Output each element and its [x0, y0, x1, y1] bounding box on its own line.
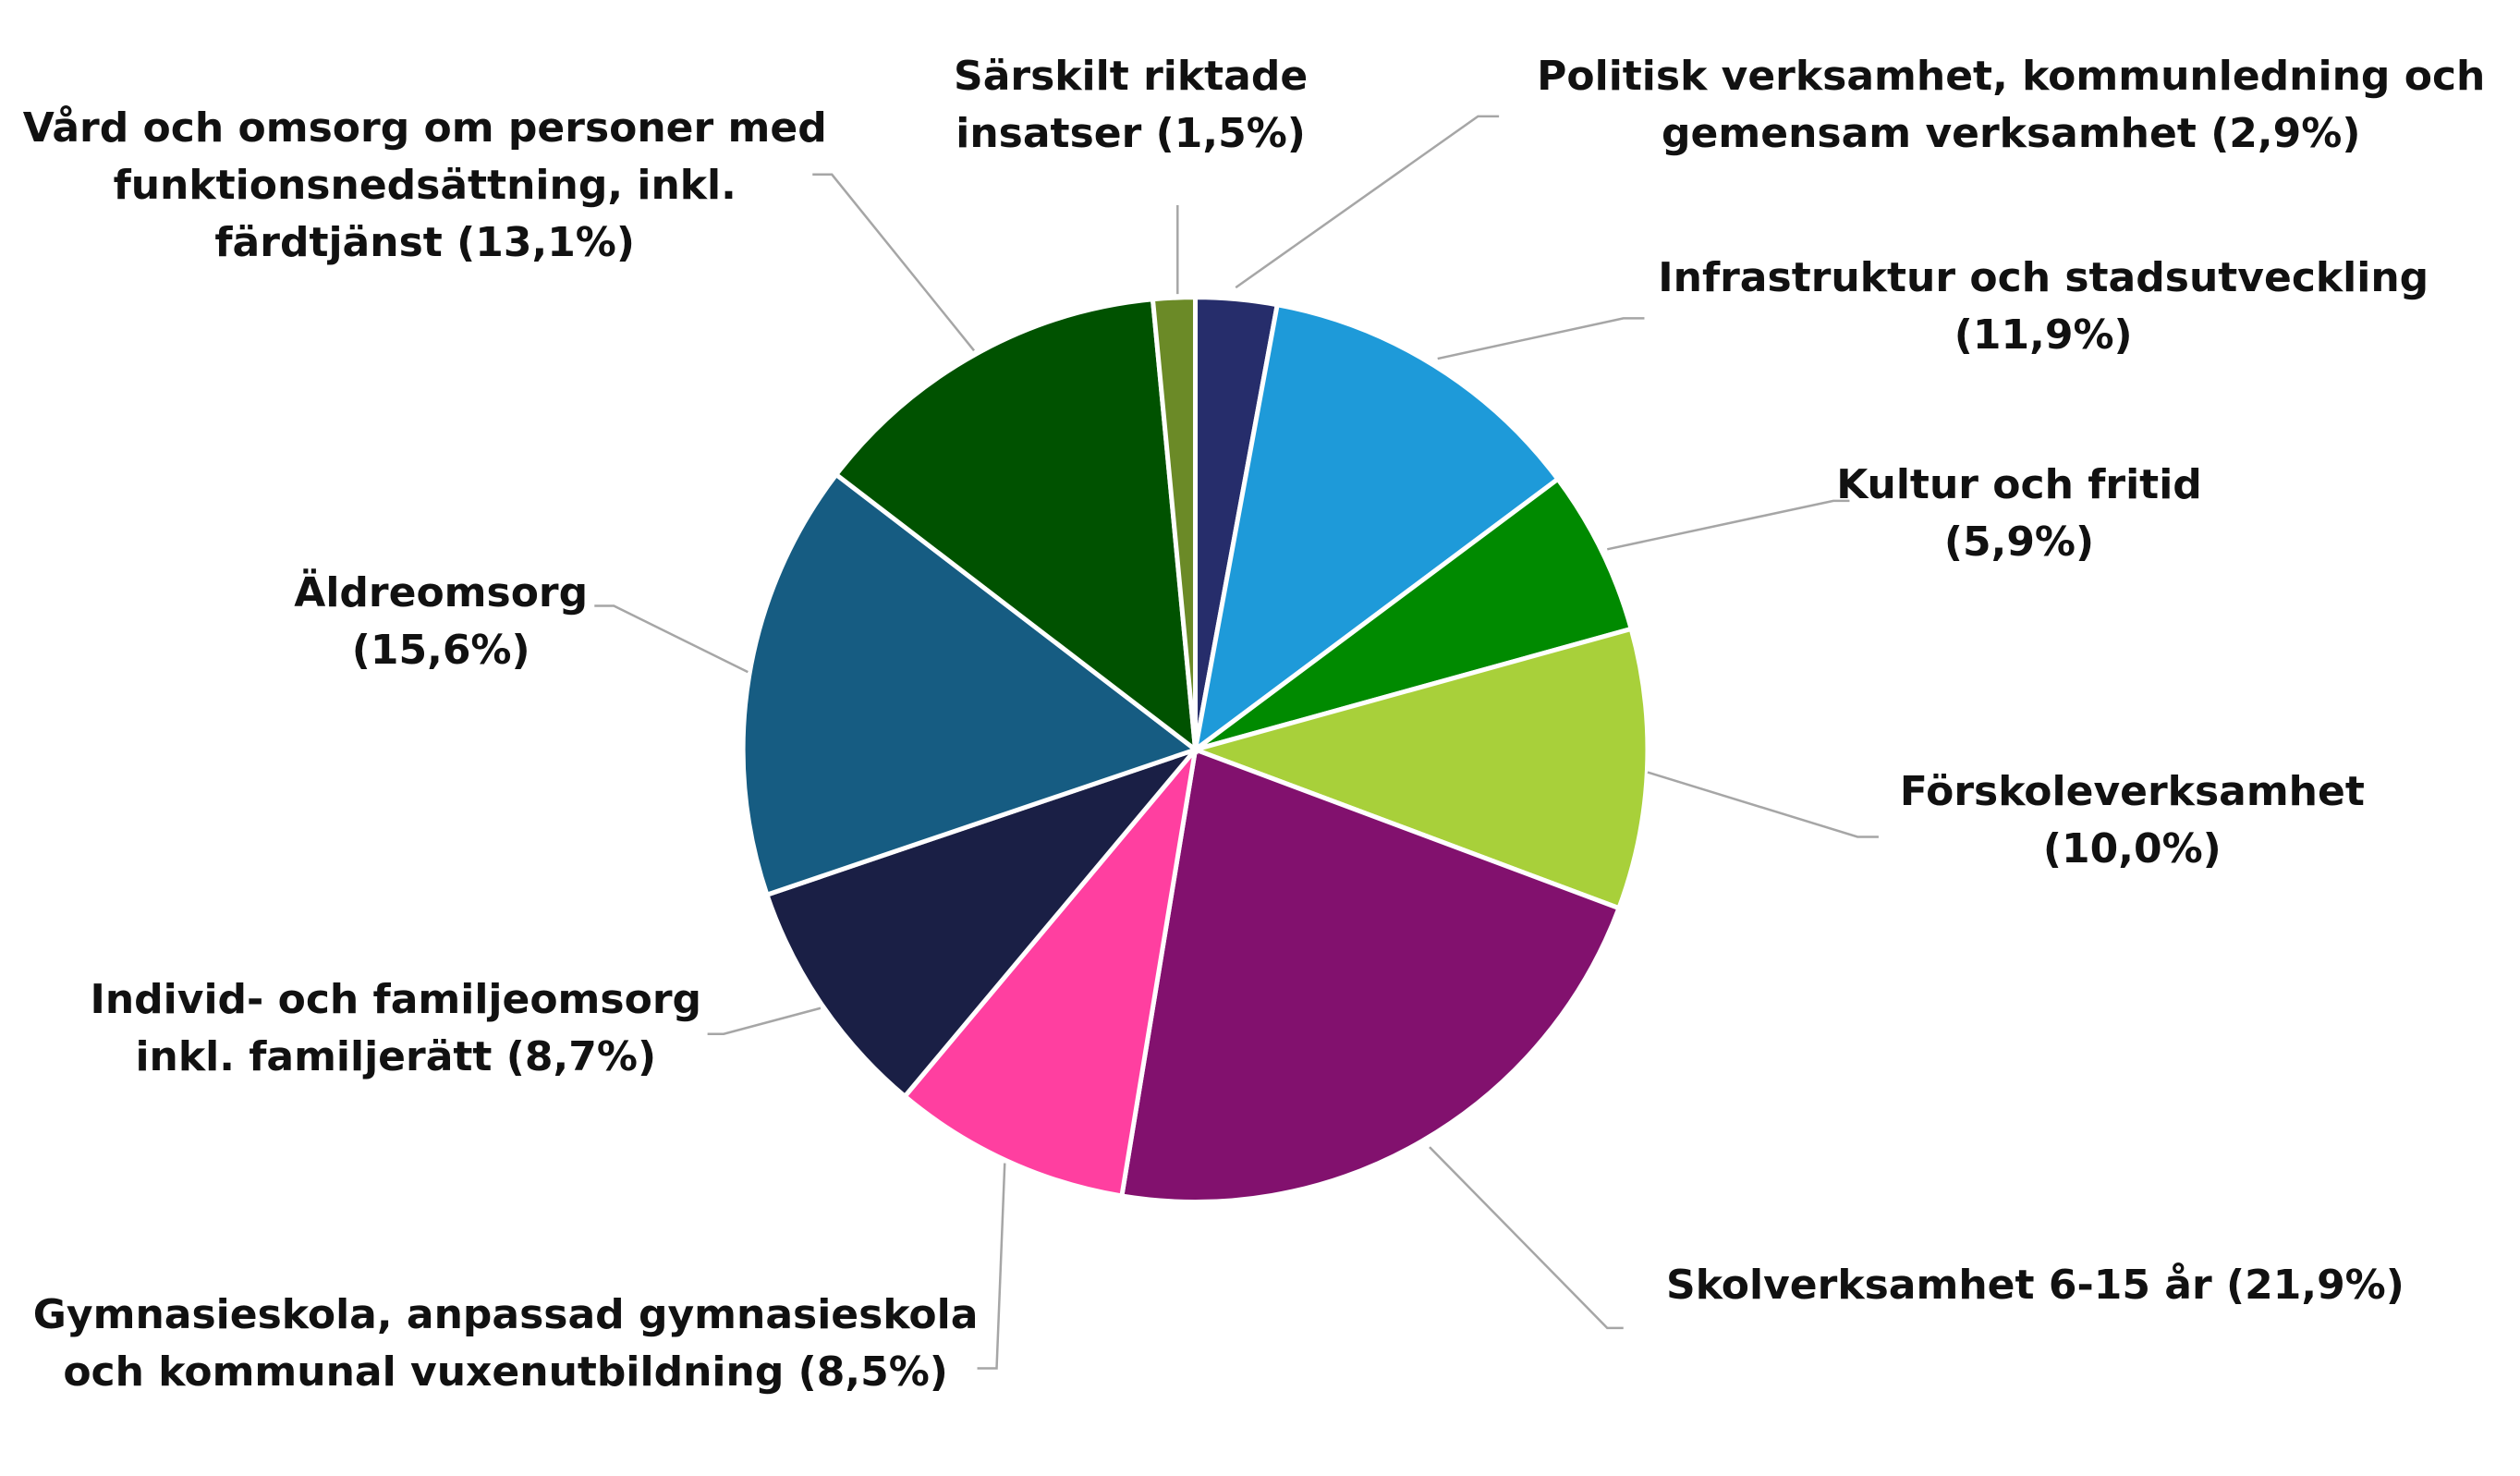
pie-slice — [1150, 295, 1199, 750]
leader-line — [707, 1006, 822, 1035]
leader-line — [977, 1163, 1006, 1370]
value-label: (8,5%) — [797, 1348, 948, 1397]
slice-label: Politisk verksamhet, kommunledning och g… — [1518, 48, 2503, 163]
slice-label: Särskilt riktade insatser (1,5%) — [920, 48, 1340, 163]
leader-line — [812, 173, 976, 352]
value-label: (10,0%) — [2042, 824, 2222, 872]
value-label: (21,9%) — [2226, 1262, 2404, 1310]
category-label: Individ- och familjeomsorg inkl. familje… — [90, 976, 702, 1081]
leader-line — [1235, 115, 1500, 289]
category-label: Kultur och fritid — [1836, 460, 2202, 508]
value-label: (1,5%) — [1155, 109, 1306, 157]
category-label: Äldreomsorg — [294, 568, 589, 616]
category-label: Gymnasieskola, anpassad gymnasieskola oc… — [32, 1291, 979, 1397]
slice-label: Skolverksamhet 6-15 år (21,9%) — [1615, 1257, 2455, 1314]
pie-slice — [1119, 746, 1623, 1204]
pie-slice — [901, 741, 1199, 1199]
value-label: (11,9%) — [1954, 311, 2133, 360]
value-label: (5,9%) — [1943, 518, 2095, 566]
leader-line — [1429, 1146, 1624, 1330]
leader-line — [1606, 499, 1850, 551]
pie-slice — [740, 471, 1200, 898]
category-label: Skolverksamhet 6-15 år — [1666, 1262, 2212, 1310]
slice-label: Kultur och fritid (5,9%) — [1809, 457, 2229, 571]
value-label: (13,1%) — [457, 219, 636, 267]
leader-line — [594, 604, 749, 674]
slice-label: Förskoleverksamhet (10,0%) — [1874, 763, 2391, 878]
value-label: (15,6%) — [351, 626, 530, 674]
pie-slice — [763, 744, 1203, 1100]
category-label: Särskilt riktade insatser — [954, 52, 1309, 157]
slice-label: Äldreomsorg (15,6%) — [255, 565, 627, 679]
leader-line — [1647, 771, 1879, 838]
value-label: (2,9%) — [2210, 109, 2361, 157]
pie-slice — [1194, 475, 1635, 752]
pie-slice — [1191, 301, 1562, 755]
pie-slice — [833, 297, 1199, 755]
slice-label: Gymnasieskola, anpassad gymnasieskola oc… — [21, 1287, 991, 1401]
value-label: (8,7%) — [505, 1033, 657, 1081]
category-label: Vård och omsorg om personer med funktion… — [22, 104, 827, 267]
category-label: Politisk verksamhet, kommunledning och g… — [1537, 52, 2486, 157]
slice-label: Vård och omsorg om personer med funktion… — [5, 100, 845, 272]
slice-label: Individ- och familjeomsorg inkl. familje… — [56, 971, 735, 1086]
category-label: Förskoleverksamhet — [1899, 767, 2365, 815]
leader-line — [1437, 317, 1645, 360]
pie-slice — [1187, 626, 1650, 911]
slice-label: Infrastruktur och stadsutveckling (11,9%… — [1624, 250, 2464, 364]
category-label: Infrastruktur och stadsutveckling — [1658, 254, 2429, 302]
